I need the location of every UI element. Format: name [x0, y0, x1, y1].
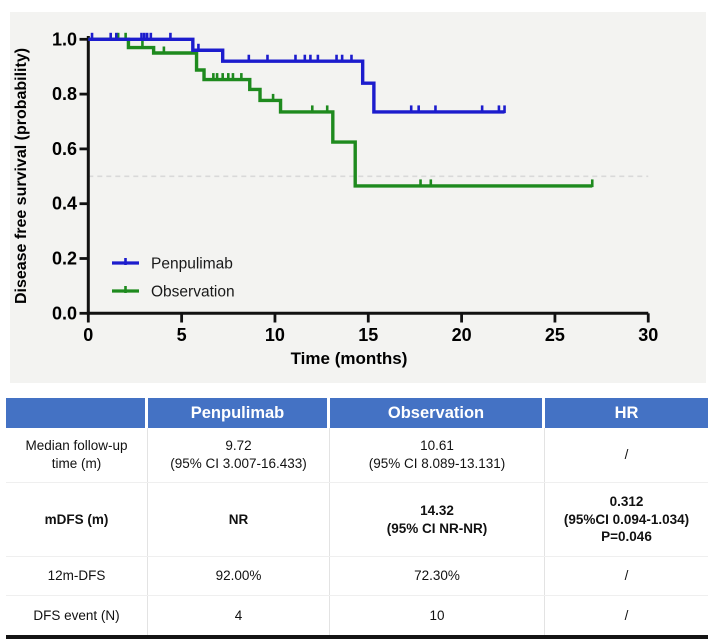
table-cell: 9.72 (95% CI 3.007-16.433) [148, 428, 330, 482]
cell-line: 72.30% [414, 568, 460, 584]
cell-line: 10 [429, 607, 445, 623]
cell-line: / [624, 447, 629, 463]
table-row: DFS event (N) 4 10 / [6, 595, 708, 635]
cell-line: 92.00% [215, 568, 262, 584]
cell-line: 0.312 [609, 493, 644, 509]
chart-panel-bg [10, 12, 706, 383]
cell-line: / [624, 568, 629, 584]
table-cell: 10 [330, 596, 545, 635]
y-tick-label: 0.2 [52, 249, 77, 269]
legend-label: Observation [151, 284, 235, 301]
table-cell: 0.312 (95%CI 0.094-1.034) P=0.046 [545, 483, 708, 556]
table-cell: NR [148, 483, 330, 556]
y-tick-label: 0.8 [52, 84, 77, 104]
km-chart: 0 5 10 15 20 25 30 0.0 0.2 0.4 0.6 0.8 1.0 Penpulimab… [10, 12, 706, 383]
x-tick-label: 10 [265, 325, 285, 345]
table-row: Median follow-up time (m) 9.72 (95% CI 3.00… [6, 428, 708, 482]
table-cell: / [545, 596, 708, 635]
row-label: Median follow-up time (m) [6, 428, 148, 482]
cell-line: P=0.046 [601, 529, 652, 545]
cell-line: (95% CI 8.089-13.131) [368, 456, 506, 471]
table-cell: / [545, 428, 708, 482]
stats-table-header-row: Penpulimab Observation HR [6, 398, 708, 428]
km-curve-penpulimab [88, 32, 506, 114]
x-tick-label: 0 [83, 325, 93, 345]
cell-line: Median follow-up [25, 438, 128, 454]
cell-line: 10.61 [420, 438, 454, 454]
cell-line: (95% CI NR-NR) [386, 520, 488, 536]
y-tick-label: 0.4 [52, 194, 77, 214]
row-label: 12m-DFS [6, 557, 148, 595]
y-tick-label: 1.0 [52, 29, 77, 49]
legend-item-observation: Observation [112, 284, 235, 301]
legend-label: Penpulimab [151, 256, 233, 273]
cell-line: 9.72 [225, 438, 252, 454]
table-header-penpulimab: Penpulimab [148, 398, 330, 428]
table-row: mDFS (m) NR 14.32 (95% CI NR-NR) 0.312 (95%CI… [6, 482, 708, 556]
x-tick-label: 15 [358, 325, 378, 345]
table-cell: 72.30% [330, 557, 545, 595]
table-cell: 4 [148, 596, 330, 635]
table-row: 12m-DFS 92.00% 72.30% / [6, 556, 708, 595]
x-tick-label: 25 [545, 325, 565, 345]
x-tick-label: 20 [452, 325, 472, 345]
cell-line: 12m-DFS [47, 568, 106, 584]
table-header-hr: HR [545, 398, 708, 428]
cell-line: mDFS (m) [44, 511, 109, 527]
cell-line: / [624, 607, 629, 623]
table-cell: 10.61 (95% CI 8.089-13.131) [330, 428, 545, 482]
cell-line: 14.32 [420, 502, 454, 518]
table-header-rowlabel [6, 398, 148, 428]
x-tick-label: 30 [638, 325, 658, 345]
km-curve-observation [88, 32, 594, 188]
y-axis-title: Disease free survival (probability) [13, 48, 30, 304]
legend-item-penpulimab: Penpulimab [112, 256, 233, 273]
table-cell: 14.32 (95% CI NR-NR) [330, 483, 545, 556]
table-cell: / [545, 557, 708, 595]
cell-line: DFS event (N) [33, 607, 120, 623]
cell-line: NR [228, 511, 249, 527]
x-axis-title: Time (months) [291, 349, 408, 368]
stats-table: Penpulimab Observation HR Median follow-up… [6, 398, 708, 639]
cell-line: time (m) [51, 456, 102, 471]
table-cell: 92.00% [148, 557, 330, 595]
cell-line: (95%CI 0.094-1.034) [563, 511, 690, 527]
cell-line: 4 [234, 607, 243, 623]
row-label: DFS event (N) [6, 596, 148, 635]
row-label: mDFS (m) [6, 483, 148, 556]
km-chart-panel: 0 5 10 15 20 25 30 0.0 0.2 0.4 0.6 0.8 1.0 Penpulimab… [10, 12, 706, 383]
table-header-observation: Observation [330, 398, 545, 428]
cell-line: (95% CI 3.007-16.433) [170, 456, 307, 471]
stats-table-body: Median follow-up time (m) 9.72 (95% CI 3.00… [6, 428, 708, 635]
y-tick-label: 0.6 [52, 139, 77, 159]
x-tick-label: 5 [177, 325, 187, 345]
y-tick-label: 0.0 [52, 303, 77, 323]
